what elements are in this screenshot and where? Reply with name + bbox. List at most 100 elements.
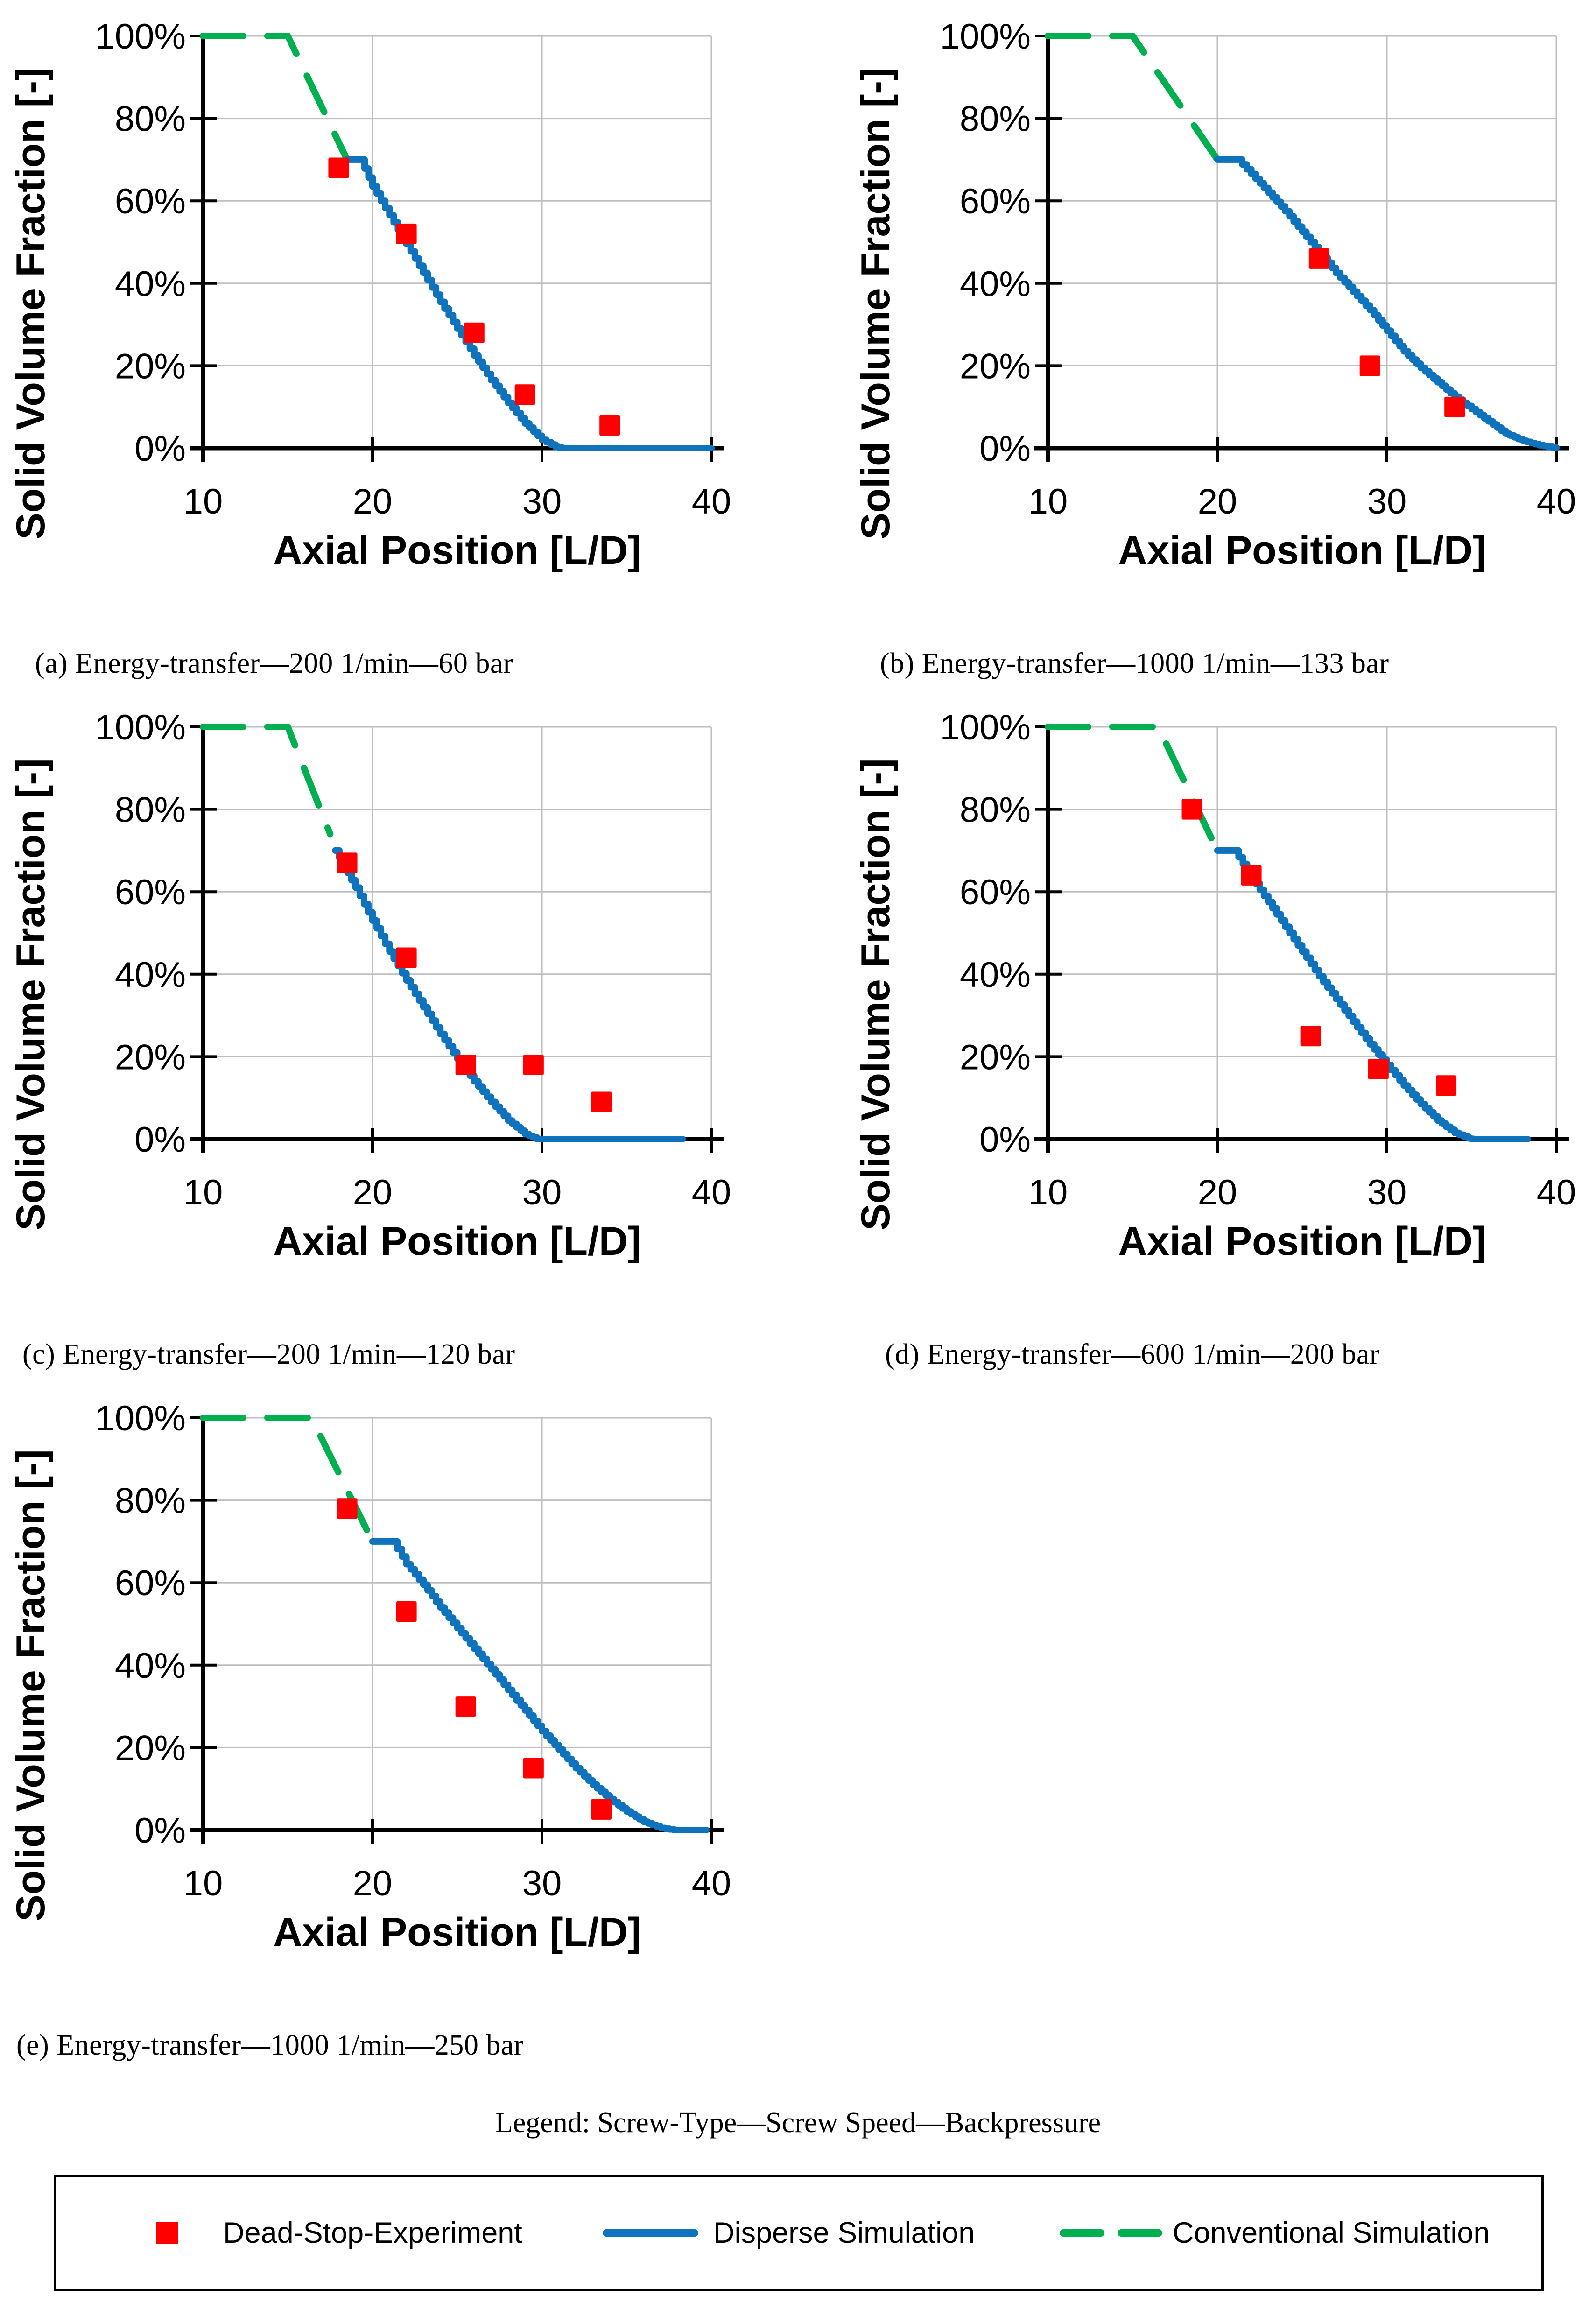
y-tick-label: 0%	[134, 429, 186, 469]
gridlines	[1048, 35, 1557, 448]
chart-b: 0% 20% 40% 60% 80% 100% 10 20 30 40 Solid Volume F…	[845, 0, 1596, 607]
x-tick-label: 20	[353, 482, 393, 521]
y-tick-label: 60%	[115, 1563, 186, 1603]
x-tick-label: 10	[183, 1864, 223, 1903]
y-tick-label: 80%	[960, 790, 1031, 830]
experiment-data-point	[396, 1601, 417, 1622]
experiment-data-point	[1436, 1075, 1457, 1096]
y-tick-label: 40%	[960, 264, 1031, 304]
x-tick-label: 30	[522, 1173, 562, 1212]
caption-e: (e) Energy-transfer—1000 1/min—250 bar	[16, 2029, 524, 2061]
y-tick-label: 100%	[940, 708, 1031, 747]
x-tick-label: 30	[1367, 1173, 1407, 1212]
experiment-data-point	[455, 1696, 476, 1717]
y-tick-label: 0%	[979, 1120, 1031, 1160]
y-tick-label: 40%	[960, 955, 1031, 995]
experiment-data-point	[1308, 248, 1329, 269]
x-axis-title: Axial Position [L/D]	[273, 1910, 641, 1955]
y-tick-label: 100%	[95, 708, 186, 747]
y-tick-label: 60%	[115, 182, 186, 221]
chart-d: 0% 20% 40% 60% 80% 100% 10 20 30 40 Solid Volume F…	[845, 691, 1596, 1298]
y-tick-label: 40%	[115, 955, 186, 995]
legend-label-conventional-simulation: Conventional Simulation	[1173, 2217, 1490, 2249]
legend-title: Legend: Screw-Type—Screw Speed—Backpress…	[495, 2107, 1101, 2139]
experiment-data-point	[1300, 1026, 1321, 1047]
x-tick-label: 20	[1198, 482, 1237, 521]
experiment-data-point	[396, 947, 417, 968]
chart-e: 0% 20% 40% 60% 80% 100% 10 20 30 40 Solid Volume F…	[0, 1382, 798, 1989]
tick-labels: 0% 20% 40% 60% 80% 100% 10 20 30 40	[95, 17, 731, 521]
disperse-simulation-line	[369, 1538, 710, 1833]
conventional-simulation-line	[200, 724, 334, 838]
gridlines	[1048, 726, 1557, 1139]
conventional-simulation-line	[1045, 724, 1221, 854]
caption-a: (a) Energy-transfer—200 1/min—60 bar	[35, 648, 513, 679]
y-tick-label: 20%	[960, 1037, 1031, 1077]
green-dashed-line-icon	[1060, 2229, 1162, 2237]
x-axis-title: Axial Position [L/D]	[273, 1219, 641, 1264]
y-tick-label: 20%	[115, 346, 186, 386]
axes	[190, 33, 724, 462]
x-tick-label: 40	[1537, 1173, 1576, 1212]
x-tick-label: 20	[353, 1173, 393, 1212]
disperse-simulation-line	[1214, 847, 1531, 1142]
experiment-data-point	[514, 384, 535, 405]
x-tick-label: 10	[1028, 482, 1068, 521]
experiment-data-point	[455, 1055, 476, 1076]
y-tick-label: 60%	[960, 182, 1031, 221]
axes	[1034, 724, 1569, 1153]
x-tick-label: 20	[1198, 1173, 1237, 1212]
legend-label-disperse-simulation: Disperse Simulation	[713, 2217, 975, 2249]
caption-c: (c) Energy-transfer—200 1/min—120 bar	[22, 1338, 515, 1370]
chart-b-svg: 0% 20% 40% 60% 80% 100% 10 20 30 40 Solid Volume F…	[853, 17, 1576, 573]
x-tick-label: 30	[1367, 482, 1407, 521]
experiment-data-point	[337, 852, 358, 873]
y-tick-label: 20%	[115, 1037, 186, 1077]
disperse-simulation-line	[332, 847, 686, 1142]
experiment-data-point	[523, 1055, 544, 1076]
conventional-simulation-line	[200, 33, 351, 163]
x-tick-label: 40	[692, 1864, 731, 1903]
chart-a-svg: 0% 20% 40% 60% 80% 100% 10 20 30 40 Solid Volume F…	[8, 17, 731, 573]
x-tick-label: 10	[183, 482, 223, 521]
blue-solid-line-icon	[603, 2229, 698, 2237]
x-tick-label: 10	[1028, 1173, 1068, 1212]
x-axis-title: Axial Position [L/D]	[273, 528, 641, 573]
legend-box: Dead-Stop-Experiment Disperse Simulation…	[54, 2175, 1544, 2291]
y-tick-label: 80%	[115, 1481, 186, 1521]
caption-d: (d) Energy-transfer—600 1/min—200 bar	[885, 1338, 1380, 1370]
y-tick-label: 100%	[95, 1399, 186, 1438]
y-tick-label: 40%	[115, 1646, 186, 1686]
y-tick-label: 0%	[134, 1120, 186, 1160]
tick-labels: 0% 20% 40% 60% 80% 100% 10 20 30 40	[940, 17, 1576, 521]
x-tick-label: 30	[522, 482, 562, 521]
y-tick-label: 60%	[115, 873, 186, 912]
experiment-data-point	[591, 1091, 612, 1112]
gridlines	[203, 726, 712, 1139]
y-tick-label: 80%	[115, 790, 186, 830]
conventional-simulation-line	[1045, 33, 1221, 163]
axes	[190, 724, 724, 1153]
chart-c: 0% 20% 40% 60% 80% 100% 10 20 30 40 Solid Volume F…	[0, 691, 798, 1298]
axes	[1034, 33, 1569, 462]
y-tick-label: 20%	[960, 346, 1031, 386]
y-axis-title: Solid Volume Fraction [-]	[853, 758, 898, 1230]
experiment-data-point	[599, 415, 620, 436]
x-tick-label: 20	[353, 1864, 393, 1903]
experiment-data-point	[337, 1498, 358, 1519]
red-square-marker-icon	[156, 2222, 178, 2244]
chart-e-svg: 0% 20% 40% 60% 80% 100% 10 20 30 40 Solid Volume F…	[8, 1399, 731, 1955]
x-tick-label: 40	[1537, 482, 1576, 521]
y-tick-label: 80%	[960, 99, 1031, 139]
y-axis-title: Solid Volume Fraction [-]	[8, 1449, 53, 1921]
legend-label-dead-stop-experiment: Dead-Stop-Experiment	[223, 2217, 522, 2249]
y-tick-label: 0%	[979, 429, 1031, 469]
conventional-simulation-line	[200, 1415, 376, 1545]
y-tick-label: 100%	[95, 17, 186, 56]
experiment-data-point	[396, 223, 417, 244]
experiment-data-point	[1359, 355, 1380, 376]
chart-d-svg: 0% 20% 40% 60% 80% 100% 10 20 30 40 Solid Volume F…	[853, 708, 1576, 1264]
disperse-simulation-line	[1214, 156, 1560, 451]
y-axis-title: Solid Volume Fraction [-]	[853, 67, 898, 539]
